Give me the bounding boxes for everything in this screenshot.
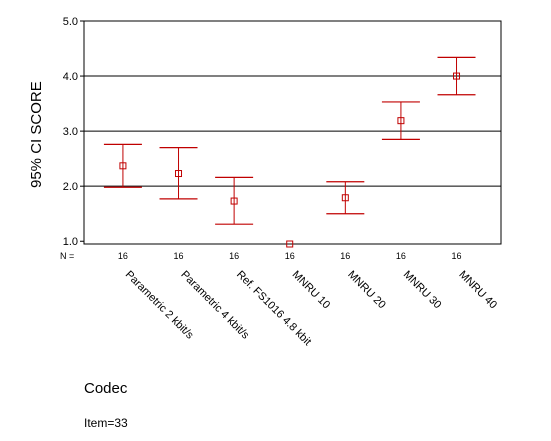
y-tick-label: 1.0	[63, 236, 78, 248]
series	[103, 56, 476, 248]
mean-marker	[286, 240, 294, 248]
y-tick-label: 2.0	[63, 181, 78, 193]
n-label: N =	[60, 251, 74, 261]
mean-marker	[341, 194, 349, 202]
mean-marker	[453, 72, 461, 80]
error-bar	[103, 143, 142, 188]
error-bar	[326, 181, 365, 215]
n-value: 16	[174, 251, 184, 261]
n-row: N = 16 16 16 16 16 16 16	[60, 251, 462, 261]
y-axis: 1.0 2.0 3.0 4.0 5.0	[63, 16, 84, 248]
category-label: MNRU 10	[290, 269, 333, 312]
n-value: 16	[118, 251, 128, 261]
y-tick-label: 4.0	[63, 71, 78, 83]
n-value: 16	[396, 251, 406, 261]
category-label: MNRU 40	[456, 269, 499, 312]
category-label: MNRU 30	[401, 269, 444, 312]
mean-marker	[119, 162, 127, 170]
gridlines	[84, 75, 501, 187]
y-tick-label: 3.0	[63, 126, 78, 138]
error-bar	[286, 240, 294, 248]
footer-item: Item=33	[84, 416, 128, 430]
error-bar	[159, 147, 198, 200]
x-axis-label: Codec	[84, 380, 128, 397]
mean-marker	[230, 197, 238, 205]
error-bar	[381, 101, 420, 140]
plot-frame	[83, 20, 502, 245]
n-value: 16	[452, 251, 462, 261]
mean-marker	[397, 117, 405, 125]
category-label: MNRU 20	[345, 269, 388, 312]
n-value: 16	[285, 251, 295, 261]
error-bar	[437, 56, 476, 96]
y-axis-label: 95% CI SCORE	[28, 81, 45, 188]
error-bar	[215, 176, 254, 225]
y-tick-label: 5.0	[63, 16, 78, 28]
n-value: 16	[229, 251, 239, 261]
n-value: 16	[340, 251, 350, 261]
mean-marker	[175, 170, 183, 178]
